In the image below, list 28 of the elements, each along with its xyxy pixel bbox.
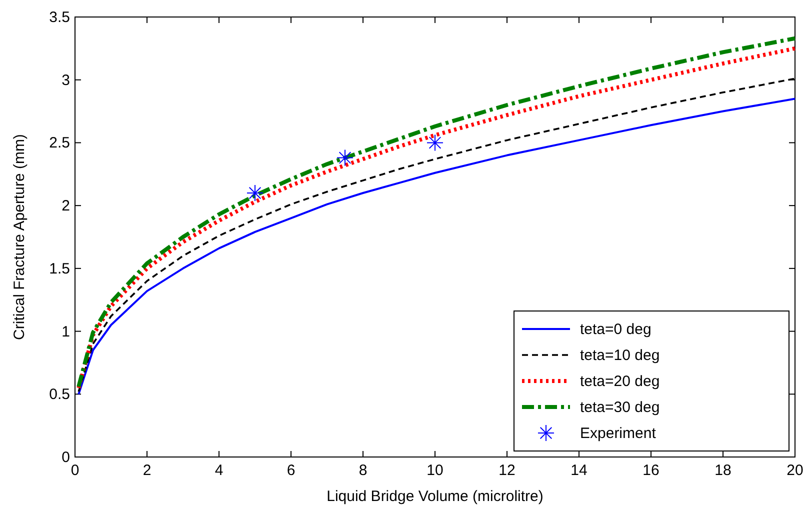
y-tick-label: 1: [62, 323, 70, 340]
x-tick-label: 20: [786, 462, 804, 479]
x-tick-label: 4: [214, 462, 224, 479]
y-tick-label: 2.5: [49, 134, 70, 152]
y-tick-label: 3: [62, 72, 70, 89]
x-tick-label: 10: [426, 462, 444, 479]
x-tick-label: 16: [642, 462, 660, 479]
x-tick-label: 12: [498, 462, 516, 479]
point: [426, 134, 444, 152]
legend-label: teta=30 deg: [580, 399, 660, 416]
y-tick-label: 3.5: [49, 9, 70, 26]
point: [336, 149, 354, 166]
y-axis-title: Critical Fracture Aperture (mm): [11, 134, 28, 340]
x-tick-label: 2: [142, 462, 152, 479]
legend-label: teta=20 deg: [580, 373, 660, 390]
x-tick-label: 6: [286, 462, 296, 479]
legend-label: Experiment: [580, 425, 657, 442]
legend-label: teta=0 deg: [580, 321, 652, 338]
x-axis-title: Liquid Bridge Volume (microlitre): [326, 488, 544, 505]
x-tick-label: 18: [714, 462, 732, 479]
legend-label: teta=10 deg: [580, 347, 660, 364]
y-tick-label: 2: [62, 198, 70, 215]
point: [246, 184, 264, 202]
x-tick-label: 8: [358, 462, 368, 479]
y-tick-label: 0: [62, 449, 70, 466]
y-tick-label: 1.5: [49, 260, 70, 278]
y-tick-label: 0.5: [49, 386, 70, 404]
x-tick-label: 14: [570, 462, 588, 479]
